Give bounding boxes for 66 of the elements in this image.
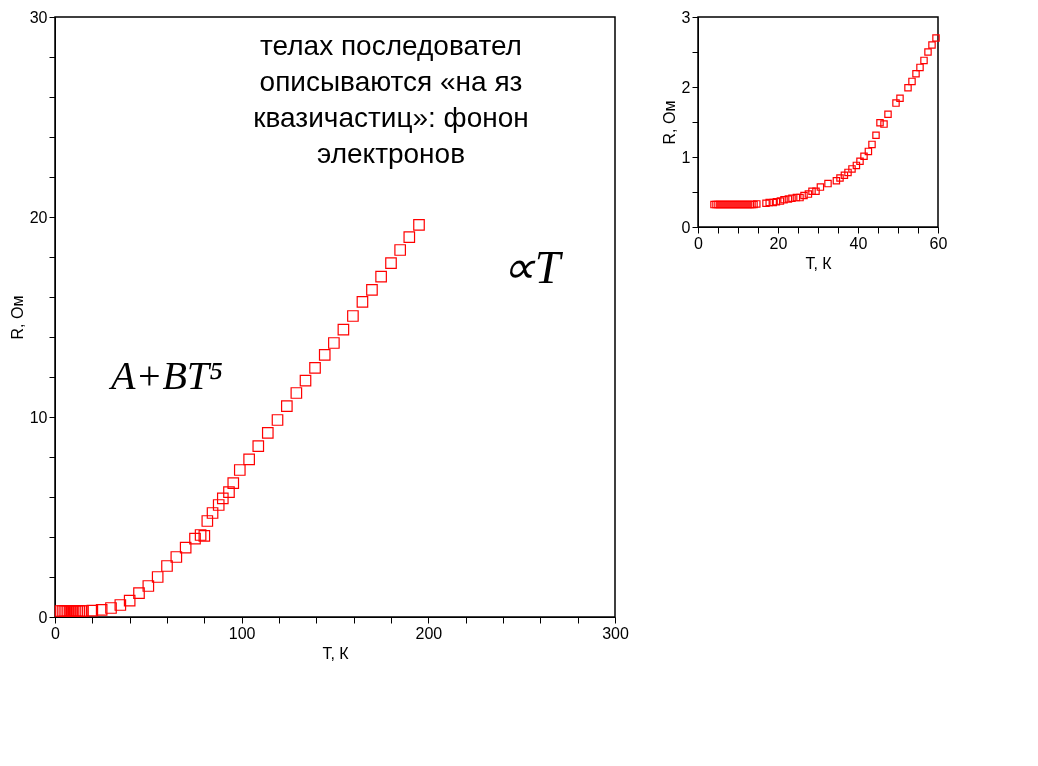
point — [223, 486, 235, 499]
annotation: электронов — [316, 138, 466, 169]
y-tick-label: 2 — [681, 78, 691, 96]
y-tick-label: 3 — [681, 8, 691, 26]
x-tick-label: 0 — [694, 234, 704, 252]
point — [95, 603, 108, 616]
point — [309, 361, 321, 374]
point — [142, 580, 155, 592]
y-tick-label: 30 — [29, 8, 48, 26]
point — [318, 348, 331, 361]
point — [123, 594, 136, 607]
point — [216, 492, 229, 505]
x-tick-label: 200 — [415, 624, 443, 642]
annotation: A+BT⁵ — [107, 353, 224, 398]
point — [347, 310, 359, 322]
x-tick-label: 60 — [929, 234, 948, 252]
x-axis-title: T, К — [805, 254, 833, 272]
point — [394, 244, 406, 256]
point — [161, 560, 173, 572]
point — [233, 464, 246, 476]
y-axis-title: R, Ом — [8, 295, 26, 340]
annotation: ∝T — [501, 242, 564, 293]
point — [179, 541, 192, 554]
point — [403, 231, 416, 244]
point — [212, 499, 225, 511]
y-tick-label: 0 — [38, 608, 48, 626]
x-tick-label: 0 — [51, 624, 61, 642]
point — [385, 257, 397, 270]
point — [261, 426, 274, 439]
point — [281, 400, 293, 413]
y-axis-title: R, Ом — [660, 100, 678, 145]
point — [290, 387, 303, 399]
point — [86, 604, 99, 617]
x-tick-label: 300 — [602, 624, 629, 642]
point — [356, 295, 369, 308]
point — [366, 283, 378, 296]
point — [271, 414, 284, 426]
point — [151, 571, 164, 583]
annotation: телах последовател — [260, 30, 522, 61]
y-tick-label: 10 — [29, 408, 48, 426]
point — [328, 337, 340, 349]
annotation: описываются «на яз — [259, 66, 523, 97]
point — [194, 529, 207, 541]
y-tick-label: 0 — [681, 218, 691, 236]
point — [243, 453, 255, 466]
annotation: квазичастиц»: фонон — [253, 102, 529, 133]
point — [198, 529, 211, 542]
point — [299, 374, 312, 387]
y-tick-label: 1 — [681, 148, 691, 166]
point — [375, 270, 387, 283]
point — [227, 477, 240, 490]
point — [337, 323, 350, 336]
point — [252, 440, 265, 453]
point — [114, 599, 127, 611]
point — [201, 515, 214, 527]
x-tick-label: 100 — [228, 624, 256, 642]
x-tick-label: 20 — [769, 234, 788, 252]
y-tick-label: 20 — [29, 208, 48, 226]
x-axis-title: T, К — [322, 644, 350, 662]
point — [189, 532, 201, 545]
point — [206, 507, 219, 519]
point — [133, 587, 145, 600]
point — [105, 602, 117, 614]
x-tick-label: 40 — [849, 234, 868, 252]
point — [413, 218, 425, 231]
point — [170, 551, 183, 563]
